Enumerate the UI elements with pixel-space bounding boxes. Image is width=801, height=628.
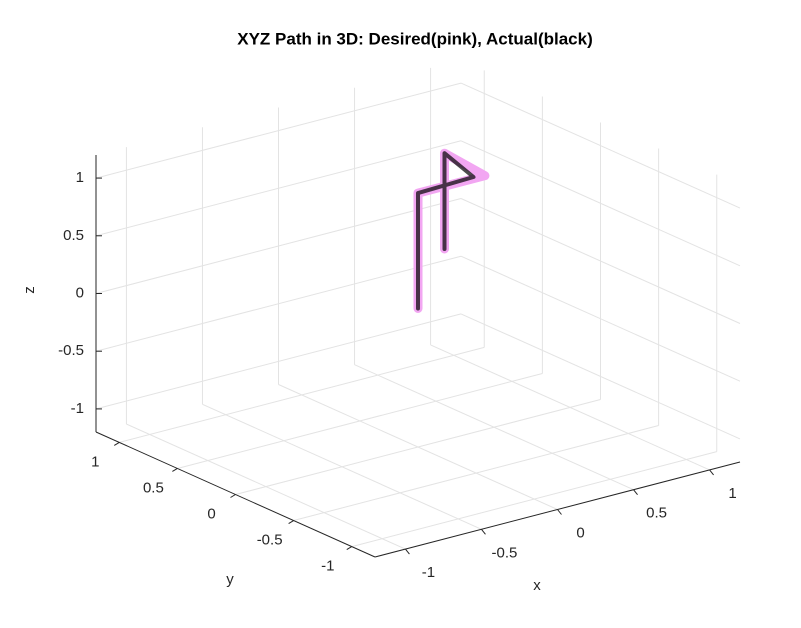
grid-line xyxy=(351,451,717,548)
x-tick-label: 0.5 xyxy=(646,505,667,522)
z-tick-label: 0 xyxy=(76,284,84,301)
z-axis-label: z xyxy=(21,286,38,294)
grid-line xyxy=(460,255,741,382)
tick-mark xyxy=(633,489,638,496)
y-tick-label: -0.5 xyxy=(257,532,283,549)
grid-line xyxy=(460,140,741,267)
x-tick-label: -0.5 xyxy=(492,544,518,561)
tick-mark xyxy=(172,468,178,472)
x-tick-label: -1 xyxy=(422,564,435,581)
y-tick-label: -1 xyxy=(321,558,334,575)
z-tick-label: 1 xyxy=(76,169,84,186)
grid-line xyxy=(95,82,462,179)
grid-line xyxy=(177,372,543,469)
x-tick-label: 1 xyxy=(728,485,736,502)
y-tick-label: 1 xyxy=(91,453,99,470)
grid-line xyxy=(460,82,741,209)
tick-mark xyxy=(557,509,562,515)
grid-line xyxy=(460,313,741,440)
y-tick-label: 0 xyxy=(207,505,215,522)
y-tick-label: 0.5 xyxy=(143,479,164,496)
y-axis-label: y xyxy=(226,571,234,588)
tick-mark xyxy=(288,520,294,524)
x-axis-label: x xyxy=(533,577,541,594)
grid-line xyxy=(95,140,462,237)
data-line xyxy=(416,151,476,311)
grid-line xyxy=(235,399,601,495)
chart-title: XYZ Path in 3D: Desired(pink), Actual(bl… xyxy=(237,29,593,48)
tick-mark xyxy=(709,469,714,476)
tick-mark xyxy=(346,546,353,551)
tick-mark xyxy=(405,548,410,555)
tick-mark xyxy=(230,494,236,498)
tick-mark xyxy=(481,528,486,535)
grid-line xyxy=(95,313,462,410)
x-tick-label: 0 xyxy=(576,524,584,541)
grid-line xyxy=(293,425,659,522)
z-tick-label: -0.5 xyxy=(58,342,84,359)
tick-mark xyxy=(113,441,120,446)
grid-line xyxy=(95,198,462,294)
grid-line xyxy=(95,255,462,352)
z-tick-label: 0.5 xyxy=(63,227,84,244)
z-tick-label: -1 xyxy=(71,400,84,417)
grid-line xyxy=(119,346,485,443)
grid-line xyxy=(460,198,741,324)
